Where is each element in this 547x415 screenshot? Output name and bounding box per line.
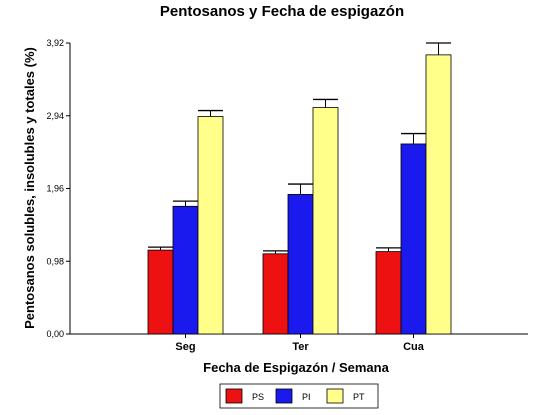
legend-swatch-pi: [275, 388, 293, 404]
y-tick-label: 1,96: [46, 184, 64, 194]
x-tick-label-ter: Ter: [292, 341, 309, 353]
y-tick-label: 0,00: [46, 329, 64, 339]
y-tick-label: 2,94: [46, 111, 64, 121]
legend-label-ps: PS: [252, 392, 264, 402]
bar-ps-ter: [262, 253, 289, 335]
x-tick-label-cua: Cua: [403, 341, 425, 353]
bar-ps-cua: [375, 251, 402, 335]
y-tick-label: 3,92: [46, 38, 64, 48]
y-tick-label: 0,98: [46, 256, 64, 266]
legend-swatch-pt: [326, 388, 344, 404]
legend-swatch-ps: [225, 388, 243, 404]
bar-pt-ter: [312, 107, 339, 335]
bar-ps-seg: [147, 249, 174, 335]
chart-title: Pentosanos y Fecha de espigazón: [160, 3, 404, 20]
bar-pi-seg: [172, 205, 199, 335]
x-axis-label: Fecha de Espigazón / Semana: [203, 360, 389, 375]
bar-pt-seg: [197, 116, 224, 335]
x-tick-label-seg: Seg: [175, 341, 195, 353]
bar-pt-cua: [425, 54, 452, 335]
bar-pi-cua: [400, 143, 427, 335]
y-axis-label: Pentosanos solubles, insolubles y totale…: [22, 47, 37, 329]
legend-label-pi: PI: [302, 392, 311, 402]
bar-pi-ter: [287, 194, 314, 335]
legend-label-pt: PT: [353, 392, 365, 402]
legend-box: [219, 383, 379, 409]
